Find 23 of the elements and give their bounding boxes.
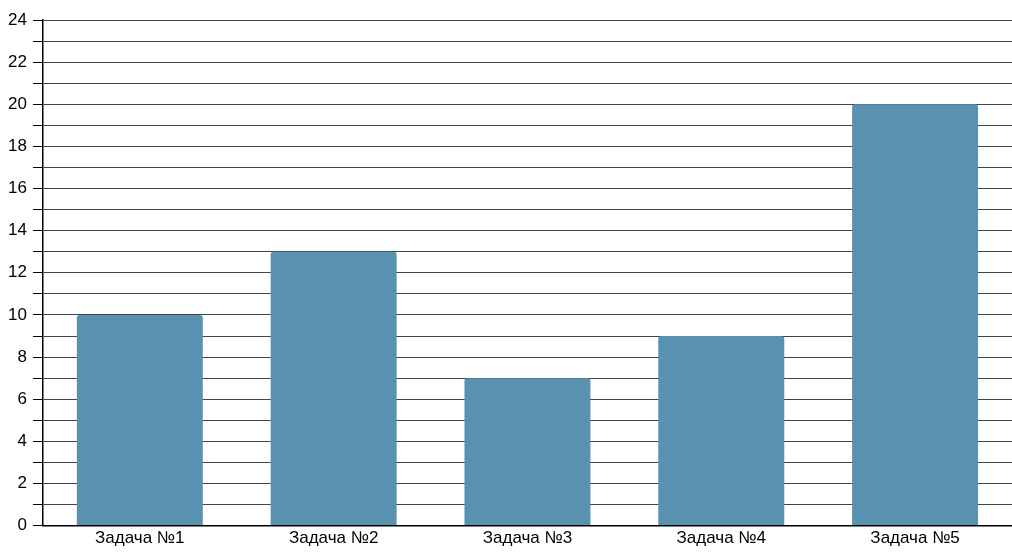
x-tick-label: Задача №3 — [482, 528, 573, 548]
bar — [270, 251, 397, 526]
y-tick-label: 22 — [7, 51, 27, 71]
y-tick-label: 8 — [17, 346, 27, 366]
x-tick-label: Задача №4 — [676, 528, 766, 548]
y-tick-label: 6 — [17, 388, 27, 408]
y-tick-label: 18 — [7, 136, 27, 156]
y-tick-label: 4 — [17, 431, 27, 451]
y-tick-label: 16 — [7, 178, 27, 198]
y-tick-label: 10 — [7, 304, 27, 324]
bar — [76, 314, 203, 526]
x-tick-label: Задача №5 — [870, 528, 960, 548]
bar — [658, 336, 785, 526]
y-tick-label: 0 — [17, 515, 27, 535]
y-tick-label: 14 — [7, 220, 27, 240]
y-tick-label: 2 — [17, 473, 27, 493]
y-tick-label: 20 — [7, 93, 27, 113]
bar — [464, 378, 591, 526]
x-tick-label: Задача №2 — [288, 528, 379, 548]
y-tick-label: 24 — [7, 9, 27, 29]
x-tick-label: Задача №1 — [95, 528, 185, 548]
bar — [852, 104, 979, 526]
y-tick-label: 12 — [7, 262, 27, 282]
